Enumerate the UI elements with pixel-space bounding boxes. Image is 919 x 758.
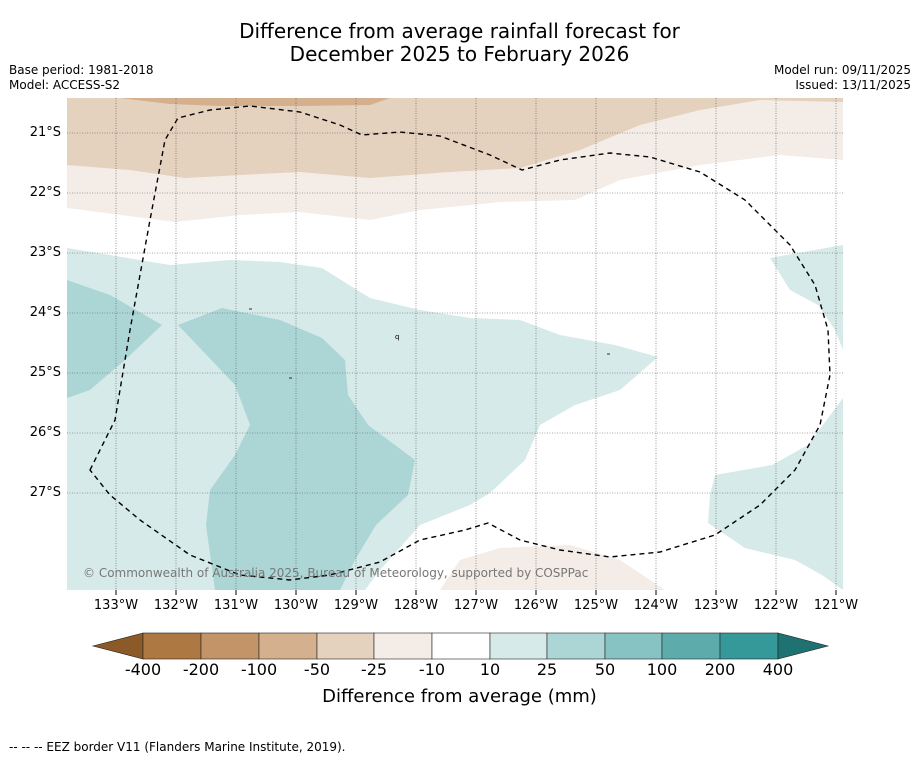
colorbar-tick: -10 [418,660,446,679]
colorbar-bin [661,632,721,660]
wet-patch-east-south [708,398,843,590]
lon-label: 124°W [633,598,679,613]
colorbar-tick: 50 [594,660,616,679]
axis-ticks [115,590,837,595]
colorbar-bin [546,632,606,660]
dry-band-dark [120,98,390,106]
colorbar-tick: -50 [303,660,331,679]
lon-label: 123°W [693,598,739,613]
colorbar-arrow-left [91,632,144,660]
base-period: Base period: 1981-2018 [9,63,154,77]
colorbar-bin [431,632,491,660]
colorbar-bin [200,632,260,660]
colorbar-tick: -25 [360,660,388,679]
rainfall-anomaly-fill: q [67,98,843,590]
colorbar-bin [258,632,318,660]
title-line-1: Difference from average rainfall forecas… [239,19,680,43]
lon-label: 127°W [453,598,499,613]
lat-label: 26°S [29,425,61,440]
lat-label: 23°S [29,245,61,260]
meta-right: Model run: 09/11/2025 Issued: 13/11/2025 [774,63,911,93]
dry-patch-south [440,545,665,590]
colorbar-tick: 400 [762,660,794,679]
colorbar-bin [604,632,663,660]
colorbar [91,632,830,660]
lon-label: 122°W [753,598,799,613]
wet-band-mid-west [67,280,162,398]
colorbar-bin [489,632,548,660]
lon-label: 133°W [93,598,139,613]
lon-label: 128°W [393,598,439,613]
lon-gridlines [115,98,837,590]
lon-label: 132°W [153,598,199,613]
lat-label: 22°S [29,185,61,200]
meta-left: Base period: 1981-2018 Model: ACCESS-S2 [9,63,154,93]
colorbar-tick: -400 [124,660,162,679]
lon-label: 129°W [333,598,379,613]
model-run: Model run: 09/11/2025 [773,63,911,77]
colorbar-tick: 200 [704,660,736,679]
lon-label: 121°W [813,598,859,613]
colorbar-arrow-right [777,632,830,660]
lon-label: 125°W [573,598,619,613]
eez-footnote: -- -- -- EEZ border V11 (Flanders Marine… [9,740,346,754]
colorbar-bin [142,632,202,660]
model-name: Model: ACCESS-S2 [9,78,121,92]
dry-band-tan [67,98,843,178]
colorbar-tick: 10 [479,660,501,679]
colorbar-bin [316,632,375,660]
lat-label: 24°S [29,305,61,320]
colorbar-tick: -100 [240,660,278,679]
colorbar-tick: 100 [646,660,678,679]
colorbar-title: Difference from average (mm) [322,686,597,707]
colorbar-tick: -200 [182,660,220,679]
island-marker: q [395,333,399,341]
colorbar-bin [373,632,433,660]
copyright-notice: © Commonwealth of Australia 2025, Bureau… [83,566,589,580]
colorbar-bin [719,632,779,660]
issued-date: Issued: 13/11/2025 [795,78,911,92]
lat-gridlines [67,132,843,494]
title-line-2: December 2025 to February 2026 [289,42,630,66]
lat-label: 27°S [29,485,61,500]
colorbar-tick: 25 [536,660,558,679]
wet-band-mid-central [178,308,415,590]
lat-label: 25°S [29,365,61,380]
lat-label: 21°S [29,125,61,140]
lon-label: 131°W [213,598,259,613]
lon-label: 126°W [513,598,559,613]
wet-patch-east-north [770,245,843,350]
lon-label: 130°W [273,598,319,613]
